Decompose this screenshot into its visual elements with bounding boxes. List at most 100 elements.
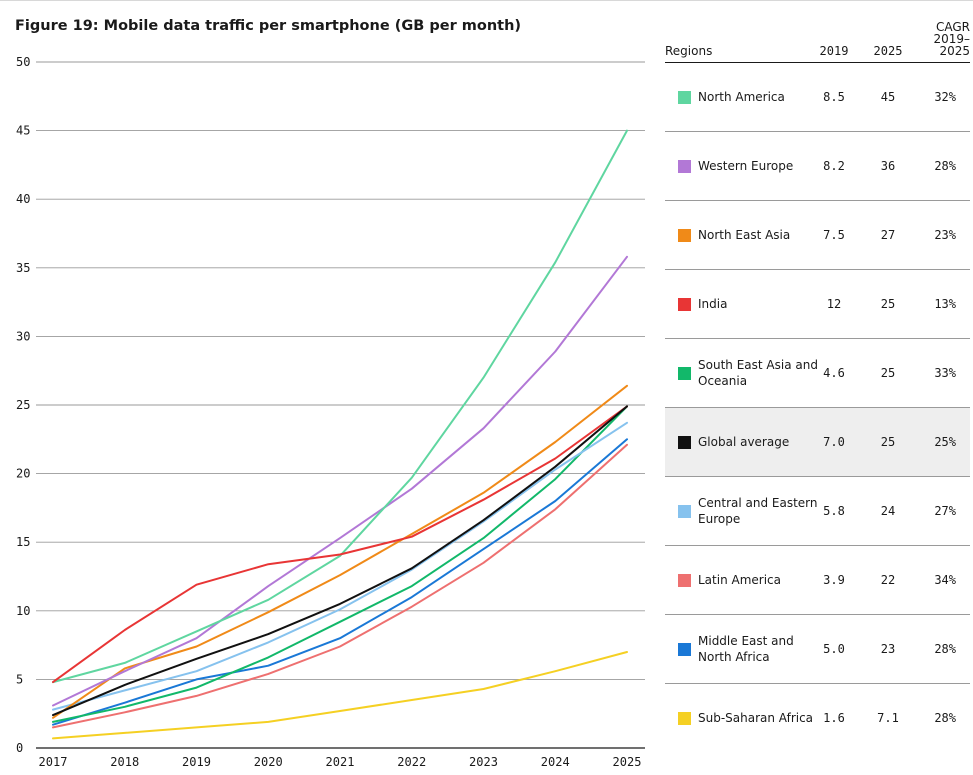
x-tick-label: 2022 [397,755,426,769]
x-tick-label: 2025 [613,755,642,769]
value-cagr: 27% [934,504,956,518]
regions-table: Regions 2019 2025 CAGR 2019– 2025 North … [665,10,970,752]
value-2025: 25 [880,297,896,311]
value-cagr: 32% [934,90,956,104]
value-cagr: 28% [934,159,956,173]
region-name: Central and Eastern Europe [698,496,818,526]
x-tick-label: 2019 [182,755,211,769]
table-row: Middle East and North Africa 5.0 23 28% [665,615,970,684]
value-2025: 22 [880,573,896,587]
value-2025: 36 [880,159,896,173]
value-2025: 25 [880,366,896,380]
y-tick-label: 15 [16,535,30,549]
value-2025: 45 [880,90,896,104]
table-header: Regions 2019 2025 CAGR 2019– 2025 [665,10,970,63]
value-2019: 1.6 [823,711,845,725]
value-cagr: 33% [934,366,956,380]
region-name: North East Asia [698,228,791,242]
y-tick-label: 25 [16,398,30,412]
gridlines [36,61,645,749]
figure-title: Figure 19: Mobile data traffic per smart… [15,18,522,34]
x-tick-label: 2017 [39,755,68,769]
legend-swatch [678,643,691,656]
legend-swatch [678,712,691,725]
series-lines [52,129,628,740]
series-line-western-europe [52,255,628,707]
legend-swatch [678,298,691,311]
table-row: Western Europe 8.2 36 28% [665,132,970,201]
legend-swatch [678,436,691,449]
x-tick-label: 2020 [254,755,283,769]
value-cagr: 25% [934,435,956,449]
series-line-latin-america [52,443,628,729]
header-2019: 2019 [819,44,849,58]
top-rule [0,0,973,1]
series-line-india [52,405,628,684]
value-2025: 24 [880,504,896,518]
value-2025: 27 [880,228,896,242]
legend-swatch [678,367,691,380]
legend-swatch [678,505,691,518]
value-2025: 25 [880,435,896,449]
value-2019: 3.9 [823,573,845,587]
table-row: South East Asia and Oceania 4.6 25 33% [665,339,970,408]
x-tick-label: 2023 [469,755,498,769]
y-tick-label: 40 [16,192,30,206]
header-2025: 2025 [873,44,903,58]
value-2019: 7.0 [823,435,845,449]
region-name: Western Europe [698,159,794,173]
y-tick-label: 0 [16,741,23,755]
value-2019: 5.0 [823,642,845,656]
series-line-north-america [52,129,628,684]
y-tick-label: 5 [16,672,23,686]
series-line-south-east-asia-and-oceania [52,405,628,723]
table-row: Central and Eastern Europe 5.8 24 27% [665,477,970,546]
value-2019: 8.5 [823,90,845,104]
x-tick-label: 2024 [541,755,570,769]
table-row: Global average 7.0 25 25% [665,408,970,477]
table-row: India 12 25 13% [665,270,970,339]
value-2019: 7.5 [823,228,845,242]
x-tick-label: 2021 [326,755,355,769]
series-line-sub-saharan-africa [52,651,628,740]
value-2019: 5.8 [823,504,845,518]
header-regions: Regions [665,44,713,58]
series-line-middle-east-and-north-africa [52,438,628,726]
y-tick-label: 20 [16,467,30,481]
value-cagr: 28% [934,711,956,725]
region-name: Middle East and North Africa [698,634,794,664]
legend-swatch [678,229,691,242]
value-cagr: 23% [934,228,956,242]
series-line-north-east-asia [52,384,628,719]
region-name: Sub-Saharan Africa [698,711,814,725]
region-name: Global average [698,435,790,449]
region-name: Latin America [698,573,781,587]
legend-swatch [678,160,691,173]
header-cagr-line2: 2019– [933,32,970,46]
series-line-central-and-eastern-europe [52,421,628,711]
header-cagr: CAGR 2019– 2025 [910,21,970,57]
region-name: North America [698,90,785,104]
table-row: North East Asia 7.5 27 23% [665,201,970,270]
region-name: South East Asia and Oceania [698,358,818,388]
y-tick-label: 30 [16,329,30,343]
table-row: Sub-Saharan Africa 1.6 7.1 28% [665,684,970,752]
table-row: North America 8.5 45 32% [665,63,970,132]
table-body: North America 8.5 45 32% Western Europe 8.2 36… [665,63,970,752]
series-line-global-average [52,405,628,717]
value-2025: 23 [880,642,896,656]
header-cagr-line3: 2025 [939,44,970,58]
x-axis-ticks: 2017 2018 2019 2020 2021 2022 2023 2024 2025 [39,755,642,769]
region-name: India [698,297,728,311]
value-2019: 8.2 [823,159,845,173]
y-axis-ticks: 0 5 10 15 20 25 30 35 40 45 50 [16,55,30,755]
value-cagr: 28% [934,642,956,656]
y-tick-label: 10 [16,604,30,618]
value-cagr: 13% [934,297,956,311]
legend-swatch [678,91,691,104]
y-tick-label: 35 [16,261,30,275]
value-2025: 7.1 [877,711,899,725]
header-cagr-line1: CAGR [935,20,970,34]
value-2019: 12 [826,297,842,311]
